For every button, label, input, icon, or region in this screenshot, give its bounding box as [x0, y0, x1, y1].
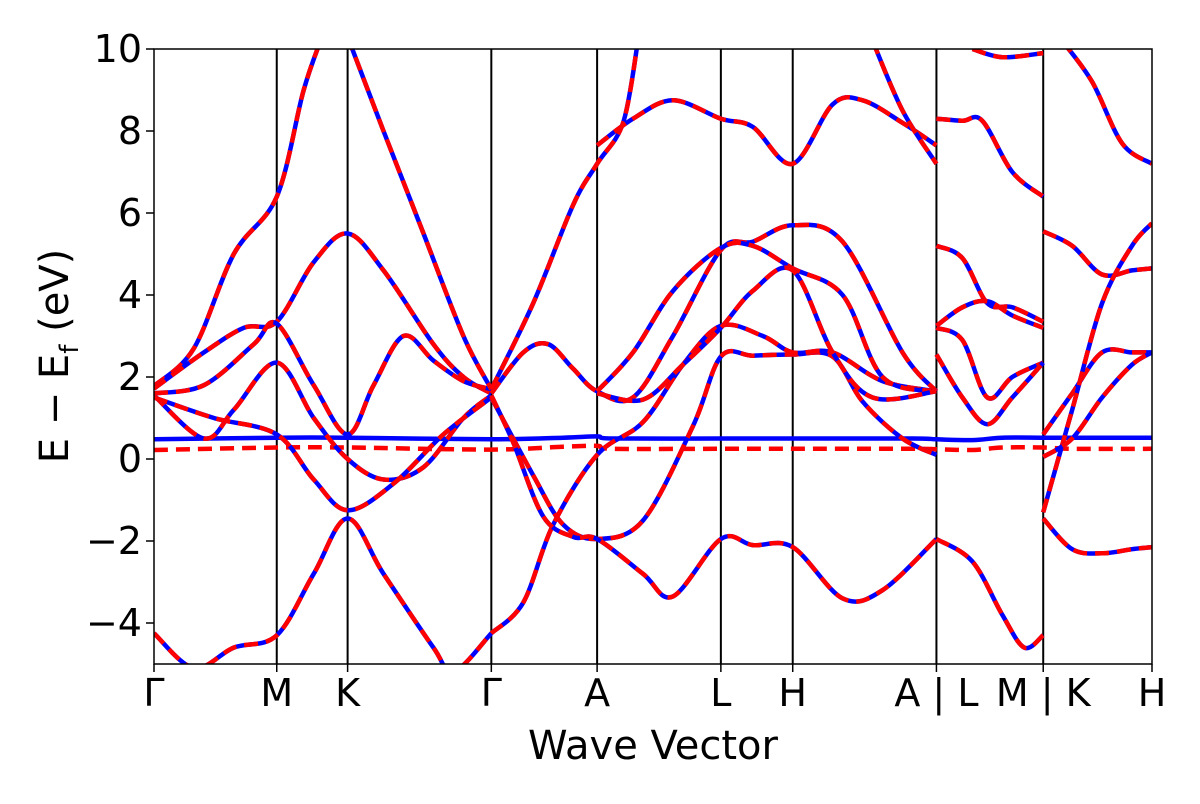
band-15-spin-down — [595, 240, 937, 394]
band-13-spin-up — [489, 394, 938, 604]
band-7-spin-up — [154, 516, 493, 664]
band-20-spin-down — [935, 298, 1045, 330]
band-8-spin-down — [349, 49, 494, 391]
x-axis-title: Wave Vector — [528, 723, 779, 769]
plot-frame — [153, 48, 1153, 665]
band-26-spin-down — [1041, 347, 1152, 436]
band-29-spin-down — [1041, 516, 1152, 556]
band-21-spin-down — [935, 325, 1045, 401]
band-18-spin-down — [936, 114, 1045, 199]
y-tick-label: −2 — [86, 519, 142, 563]
band-4-spin-down — [154, 319, 492, 437]
band-11-spin-down — [489, 49, 639, 391]
band-19-spin-up — [935, 243, 1045, 324]
band-17-spin-up — [873, 49, 939, 166]
x-tick-label: M — [260, 671, 293, 715]
band-curves — [154, 49, 1152, 664]
y-tick-label: −4 — [86, 601, 142, 645]
x-tick-label: Γ — [481, 671, 502, 715]
band-6-spin-down — [154, 395, 493, 513]
band-27-spin-up — [1041, 221, 1152, 513]
y-axis-title-subscript: f — [55, 344, 85, 354]
y-axis-title: E − Ef (eV) — [32, 249, 85, 464]
band-10-spin-down — [489, 348, 938, 542]
band-24-spin-down — [971, 49, 1044, 60]
band-9-spin-down — [489, 222, 939, 404]
x-tick-label: M | K — [996, 671, 1092, 716]
x-tick-label: L — [710, 671, 731, 715]
band-22-spin-up — [934, 353, 1045, 427]
y-tick-label: 2 — [118, 355, 142, 399]
band-17-spin-down — [873, 49, 939, 166]
y-axis-title-main: E − E — [32, 354, 78, 464]
y-tick-label: 10 — [94, 27, 142, 71]
band-13-spin-down — [489, 394, 938, 604]
band-5-spin-up — [154, 360, 493, 483]
band-11-spin-up — [489, 49, 639, 391]
y-tick-label: 0 — [118, 437, 142, 481]
band-16-spin-down — [596, 265, 937, 404]
band-3-spin-down — [154, 231, 493, 396]
band-1-red — [154, 443, 1152, 453]
band-14-spin-up — [595, 94, 938, 167]
x-tick-label: A — [584, 671, 610, 715]
band-19-spin-down — [935, 243, 1045, 324]
band-25-spin-down — [1042, 229, 1152, 278]
band-30-spin-down — [1065, 49, 1152, 166]
band-28-spin-down — [1042, 350, 1152, 459]
x-tick-label: Γ — [143, 671, 164, 715]
x-tick-label: A | L — [894, 671, 978, 716]
y-tick-label: 6 — [118, 191, 142, 235]
band-2-spin-down — [154, 49, 320, 388]
band-14-spin-down — [595, 94, 938, 167]
band-2-spin-up — [154, 49, 320, 388]
x-tick-label: K — [335, 671, 361, 715]
band-27-spin-down — [1041, 221, 1152, 513]
x-tick-label: H — [778, 671, 807, 715]
y-axis-title-unit: (eV) — [32, 249, 78, 345]
y-tick-label: 8 — [118, 109, 142, 153]
band-3-spin-up — [154, 231, 493, 396]
x-tick-label: H — [1138, 671, 1167, 715]
band-7-spin-down — [154, 516, 493, 664]
y-tick-label: 4 — [118, 273, 142, 317]
band-18-spin-up — [936, 114, 1045, 199]
band-23-spin-down — [935, 537, 1045, 651]
band-22-spin-down — [934, 353, 1045, 427]
band-0-blue — [154, 434, 1152, 443]
band-4-spin-up — [154, 319, 492, 437]
band-5-spin-down — [154, 360, 493, 483]
band-21-spin-up — [935, 325, 1045, 401]
y-axis-ticks: −4 −2 0 2 4 6 8 10 — [86, 27, 154, 645]
